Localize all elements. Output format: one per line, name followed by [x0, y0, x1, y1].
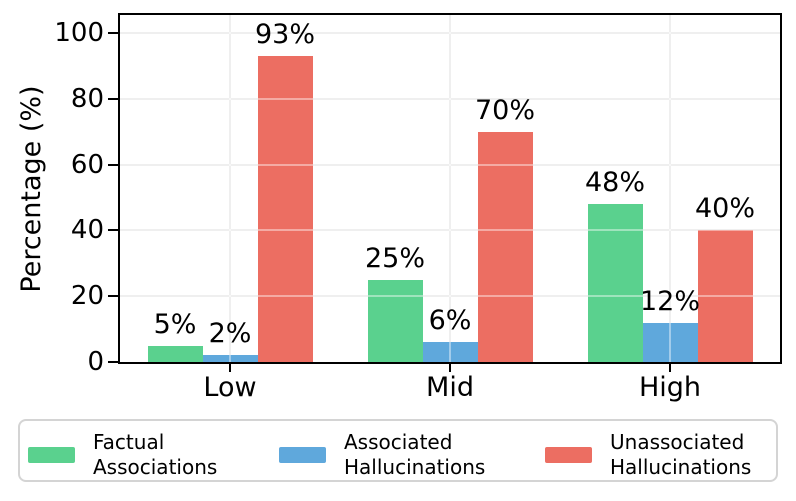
legend-label-line: Associated: [344, 430, 453, 454]
gridline-vertical-overlay: [229, 15, 231, 362]
legend-label-line: Factual: [93, 430, 165, 454]
gridline-vertical-overlay: [449, 15, 451, 362]
y-tick-mark: [108, 97, 118, 100]
legend-swatch-associated-hallucinations: [279, 447, 326, 463]
bar-associated-hallucinations-mid: [422, 342, 478, 362]
x-tick-label-high: High: [638, 372, 702, 403]
bar-associated-hallucinations-high: [642, 322, 698, 362]
bar-associated-hallucinations-low: [202, 355, 258, 362]
y-tick-mark: [108, 361, 118, 363]
gridline-horizontal-overlay: [120, 295, 780, 298]
legend-label-line: Hallucinations: [344, 455, 486, 479]
bar-factual-associations-mid: [367, 279, 423, 362]
x-tick-label-low: Low: [203, 372, 257, 403]
plot-area: [118, 13, 782, 364]
legend-label-line: Unassociated: [610, 430, 745, 454]
x-tick-mark: [449, 364, 451, 372]
legend-label-factual-associations: Factual Associations: [93, 430, 217, 480]
x-tick-label-mid: Mid: [426, 372, 474, 403]
x-tick-mark: [229, 364, 231, 372]
bar-factual-associations-high: [587, 204, 643, 362]
y-tick-label: 0: [87, 347, 104, 377]
y-tick-mark: [108, 32, 118, 35]
x-tick-mark: [669, 364, 671, 372]
y-tick-mark: [108, 229, 118, 232]
gridline-horizontal-overlay: [120, 163, 780, 166]
bar-value-label: 40%: [694, 193, 755, 225]
bar-value-label: 70%: [474, 94, 535, 126]
legend-item-factual-associations: Factual Associations: [28, 430, 217, 480]
bar-value-label: 12%: [639, 285, 700, 317]
gridline-vertical: [449, 15, 451, 362]
gridline-horizontal-overlay: [120, 32, 780, 35]
bar-unassociated-hallucinations-low: [257, 56, 313, 362]
y-tick-label: 20: [70, 281, 104, 312]
y-tick-label: 40: [70, 215, 104, 246]
gridline-horizontal-overlay: [120, 97, 780, 100]
y-tick-label: 60: [70, 149, 104, 180]
y-tick-mark: [108, 295, 118, 298]
gridline-horizontal-overlay: [120, 229, 780, 232]
legend-label-line: Hallucinations: [610, 455, 752, 479]
legend-item-unassociated-hallucinations: Unassociated Hallucinations: [545, 430, 751, 480]
bar-value-label: 93%: [254, 19, 315, 51]
legend-swatch-unassociated-hallucinations: [545, 447, 592, 463]
y-tick-label: 80: [70, 83, 104, 114]
legend-label-line: Associations: [93, 455, 218, 479]
gridline-vertical: [229, 15, 231, 362]
y-tick-mark: [108, 163, 118, 166]
gridline-vertical: [669, 15, 671, 362]
legend-item-associated-hallucinations: Associated Hallucinations: [279, 430, 485, 480]
chart-legend: Factual Associations Associated Hallucin…: [18, 419, 778, 482]
bar-value-label: 2%: [208, 318, 252, 350]
bar-value-label: 48%: [584, 167, 645, 199]
bar-factual-associations-low: [147, 345, 203, 362]
legend-label-associated-hallucinations: Associated Hallucinations: [344, 430, 485, 480]
legend-swatch-factual-associations: [28, 447, 75, 463]
y-tick-label: 100: [54, 18, 104, 49]
legend-label-unassociated-hallucinations: Unassociated Hallucinations: [610, 430, 751, 480]
bar-value-label: 5%: [153, 308, 197, 340]
bar-unassociated-hallucinations-high: [697, 230, 753, 362]
bar-value-label: 25%: [364, 242, 425, 274]
bar-unassociated-hallucinations-mid: [477, 131, 533, 362]
bar-value-label: 6%: [428, 305, 472, 337]
gridline-vertical-overlay: [669, 15, 671, 362]
